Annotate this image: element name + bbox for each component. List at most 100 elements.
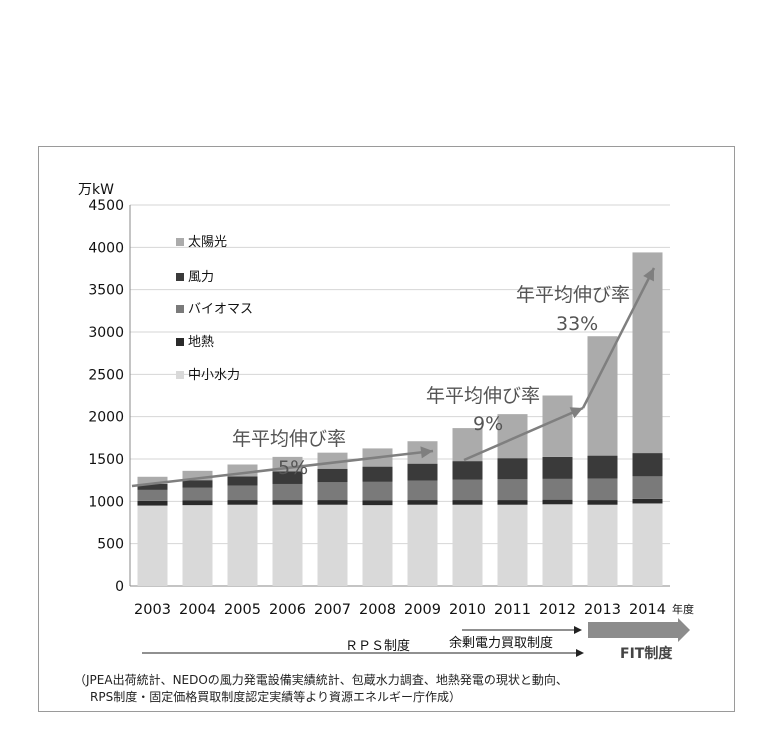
bar-segment: [362, 505, 393, 586]
bar-segment: [632, 252, 663, 454]
bar-segment: [182, 470, 213, 481]
growth-arrow-2-line: [463, 406, 584, 462]
growth-label-1: 年平均伸び率: [232, 428, 346, 450]
bar-segment: [497, 479, 528, 501]
source-note-line2: RPS制度・固定価格買取制度認定実績等より資源エネルギー庁作成）: [90, 690, 461, 704]
growth-arrow-1-head: [420, 446, 433, 459]
y-tick-label: 1000: [88, 494, 124, 510]
bar-segment: [317, 500, 348, 505]
bar-segment: [452, 428, 483, 462]
bar-segment: [137, 500, 168, 506]
bar-segment: [137, 489, 168, 501]
x-axis-unit-label: 年度: [672, 602, 694, 616]
rps-label: ＲＰＳ制度: [345, 638, 410, 654]
bar-segment: [587, 504, 618, 586]
bar-segment: [317, 482, 348, 501]
legend-swatch: [176, 273, 184, 281]
bar-segment: [497, 458, 528, 480]
bar-segment: [407, 504, 438, 586]
bar-segment: [632, 476, 663, 499]
growth-arrow-3-head: [643, 268, 654, 282]
bar-segment: [587, 455, 618, 479]
legend-swatch: [176, 238, 184, 246]
chart-frame: [38, 146, 735, 712]
bar-segment: [137, 476, 168, 484]
growth-label-3: 年平均伸び率: [516, 284, 630, 306]
bar-segment: [227, 504, 258, 586]
legend-label: 風力: [188, 270, 214, 285]
bar-segment: [137, 505, 168, 586]
bar-segment: [452, 504, 483, 586]
y-tick-label: 1500: [88, 452, 124, 468]
growth-arrow-2-head: [569, 407, 583, 419]
x-tick-label: 2010: [449, 602, 486, 618]
x-tick-label: 2005: [224, 602, 261, 618]
bar-segment: [542, 478, 573, 500]
bar-segment: [182, 505, 213, 586]
growth-rate-3: 33%: [556, 313, 598, 335]
y-tick-label: 4500: [88, 198, 124, 214]
y-tick-label: 500: [97, 537, 124, 553]
legend-swatch: [176, 305, 184, 313]
bar-segment: [272, 471, 303, 484]
x-tick-label: 2014: [629, 602, 666, 618]
x-tick-label: 2011: [494, 602, 531, 618]
growth-rate-1: 5%: [278, 457, 308, 479]
bar-segment: [497, 414, 528, 459]
x-tick-label: 2003: [134, 602, 171, 618]
bar-segment: [587, 500, 618, 505]
fit-label: FIT制度: [620, 645, 673, 662]
bar-segment: [317, 504, 348, 586]
bar-segment: [587, 478, 618, 501]
bar-segment: [272, 504, 303, 586]
x-tick-label: 2013: [584, 602, 621, 618]
bar-segment: [227, 464, 258, 477]
y-tick-label: 0: [115, 579, 124, 595]
x-tick-label: 2012: [539, 602, 576, 618]
x-tick-label: 2006: [269, 602, 306, 618]
growth-arrow-3-line: [581, 267, 656, 409]
bar-segment: [272, 483, 303, 501]
bar-segment: [407, 500, 438, 505]
y-tick-label: 3000: [88, 325, 124, 341]
growth-label-2: 年平均伸び率: [426, 385, 540, 407]
bar-segment: [497, 500, 528, 505]
bar-segment: [362, 500, 393, 506]
surplus-purchase-label: 余剰電力買取制度: [449, 635, 553, 651]
legend-swatch: [176, 371, 184, 379]
bar-segment: [182, 500, 213, 506]
fit-arrow: [588, 618, 690, 642]
bar-segment: [182, 480, 213, 488]
bar-segment: [137, 483, 168, 490]
growth-rate-2: 9%: [473, 413, 503, 435]
bar-segment: [542, 456, 573, 479]
bar-segment: [227, 476, 258, 486]
bar-segment: [632, 453, 663, 477]
bar-segment: [542, 499, 573, 505]
bar-segment: [182, 487, 213, 501]
bar-segment: [632, 498, 663, 504]
legend-label: 太陽光: [188, 235, 227, 250]
x-tick-label: 2009: [404, 602, 441, 618]
bar-segment: [452, 479, 483, 501]
source-note-line1: （JPEA出荷統計、NEDOの風力発電設備実績統計、包蔵水力調査、地熱発電の現状…: [74, 673, 568, 687]
bar-segment: [587, 336, 618, 456]
y-unit-label: 万kW: [78, 182, 114, 198]
bar-segment: [227, 500, 258, 505]
bar-segment: [452, 500, 483, 505]
bar-segment: [407, 480, 438, 501]
x-tick-label: 2008: [359, 602, 396, 618]
y-tick-label: 4000: [88, 240, 124, 256]
x-tick-label: 2007: [314, 602, 351, 618]
bar-segment: [317, 468, 348, 483]
bar-segment: [497, 504, 528, 586]
bar-segment: [362, 481, 393, 501]
legend-swatch: [176, 338, 184, 346]
rps-arrow-head: [576, 649, 584, 657]
bar-segment: [542, 395, 573, 457]
legend-label: バイオマス: [188, 302, 253, 317]
bar-segment: [542, 504, 573, 586]
surplus-arrow-head: [574, 626, 582, 634]
bar-segment: [227, 485, 258, 501]
